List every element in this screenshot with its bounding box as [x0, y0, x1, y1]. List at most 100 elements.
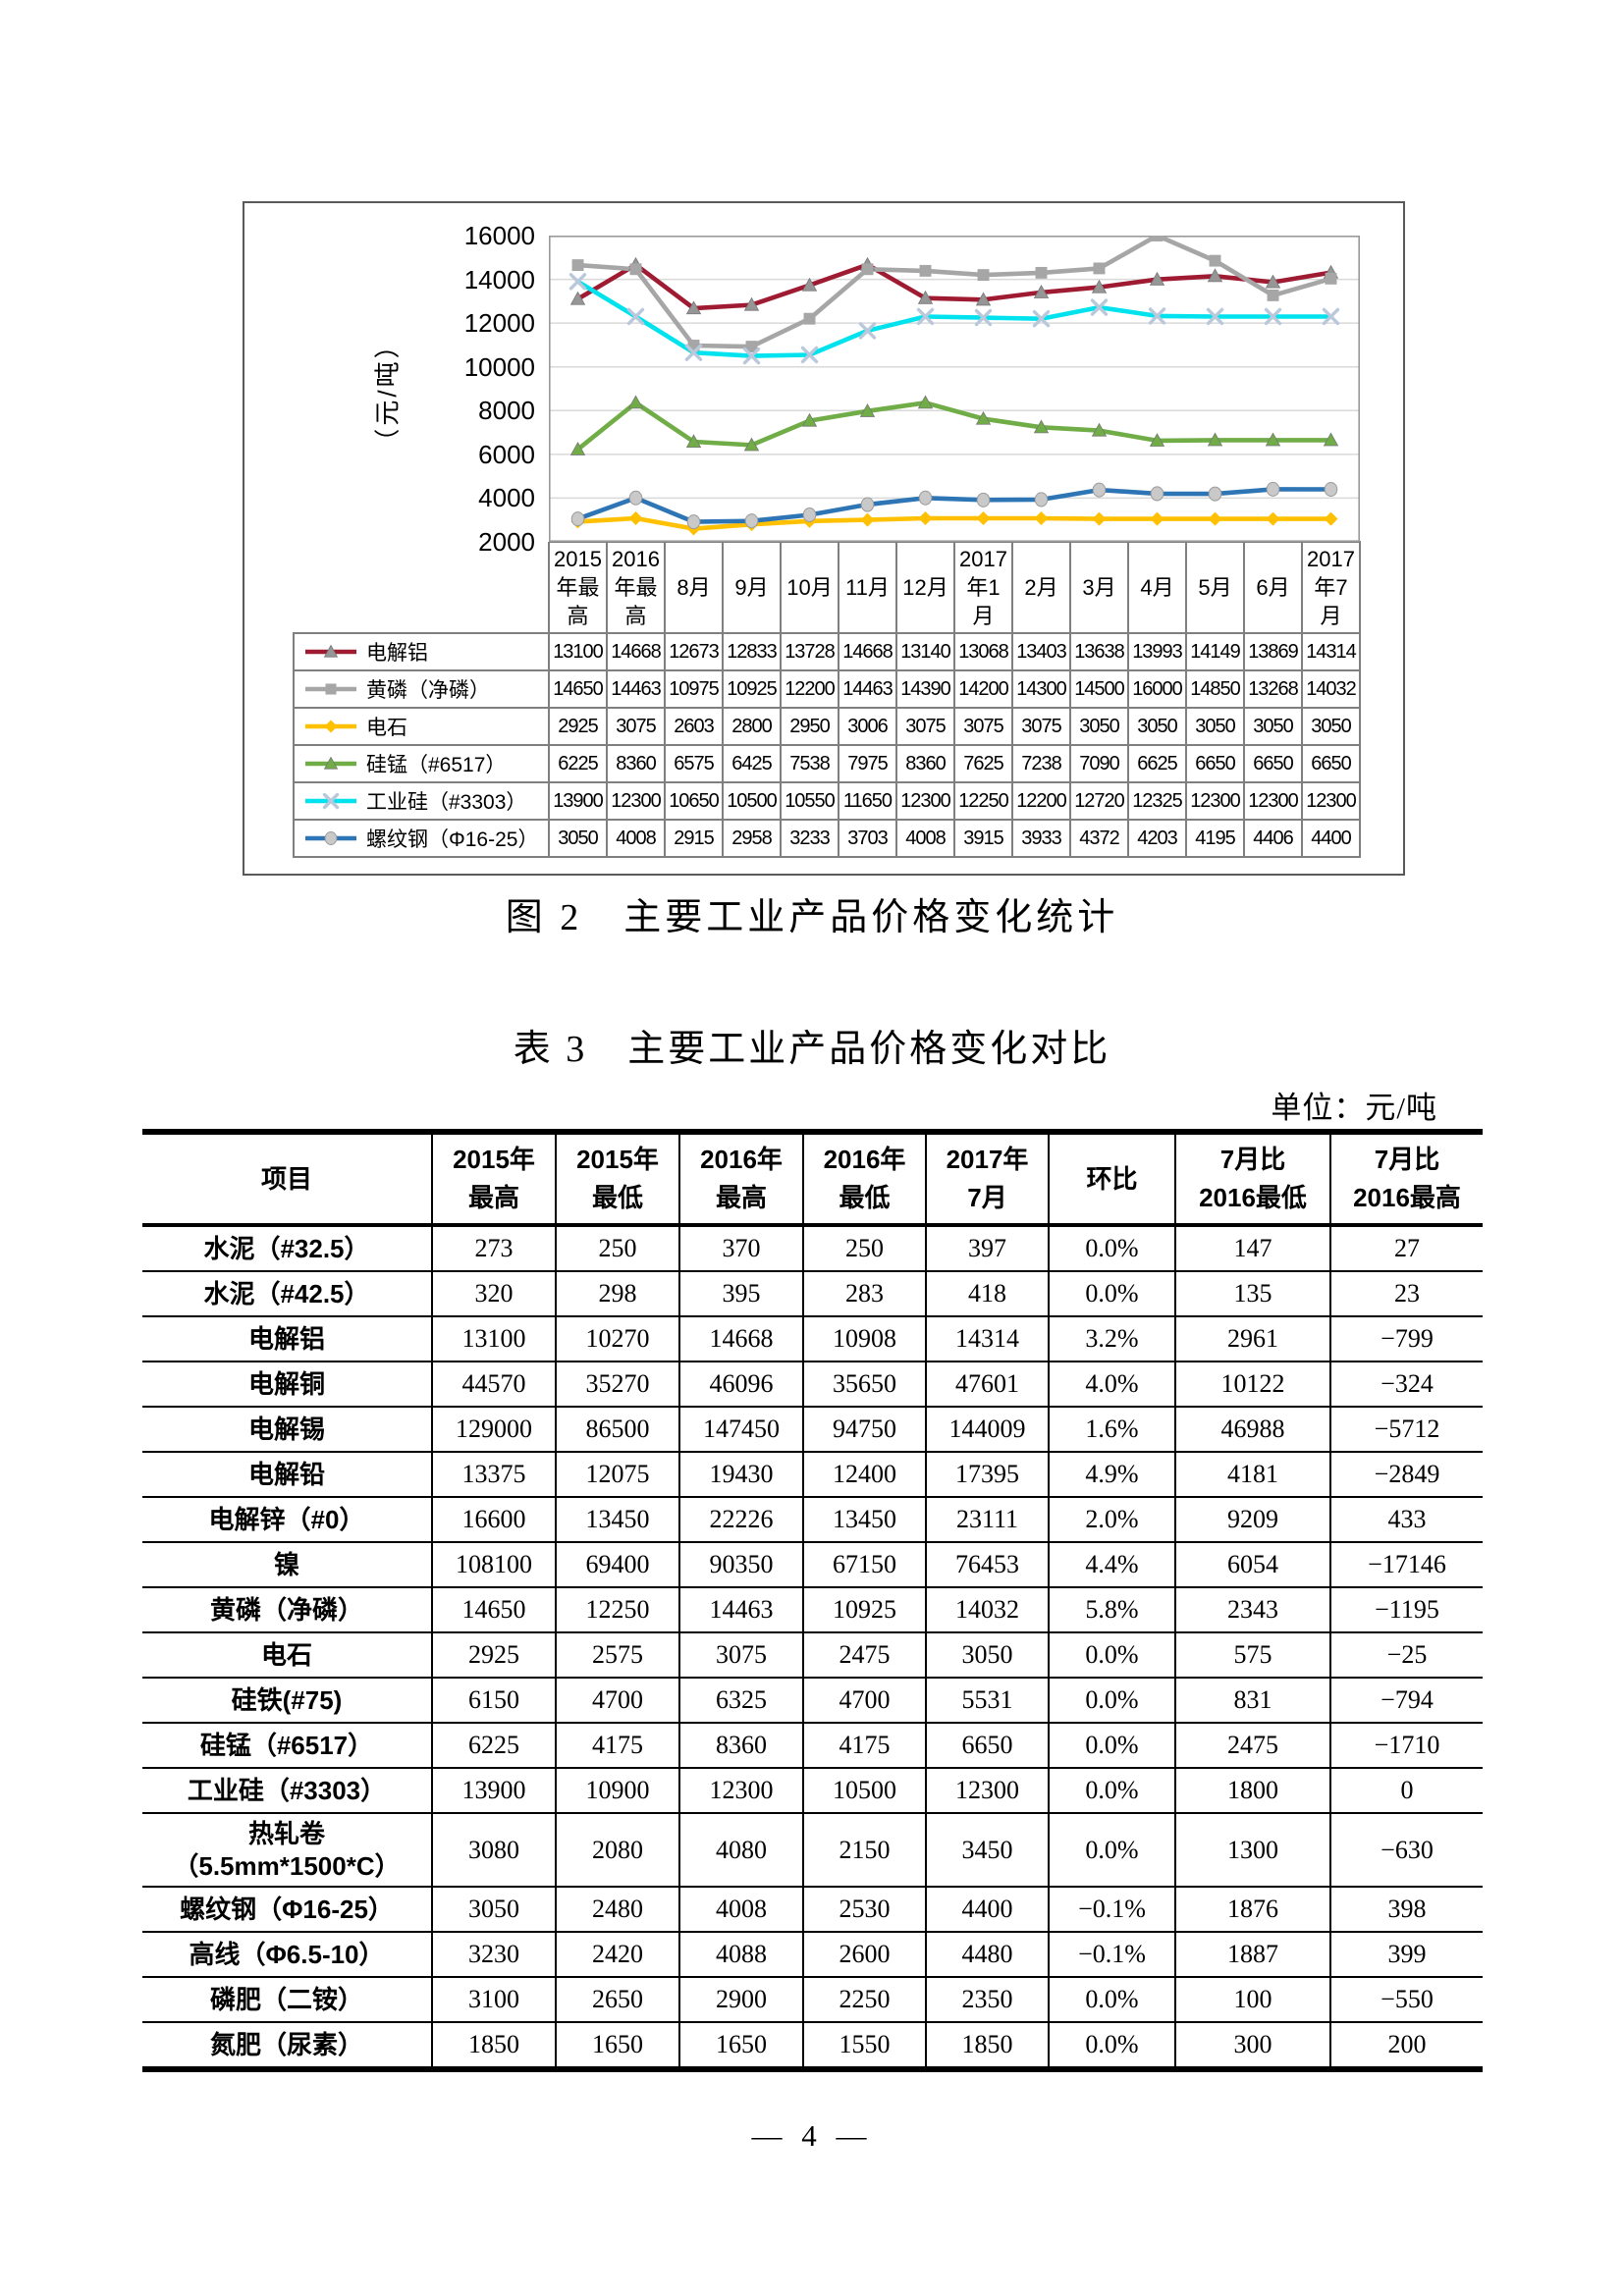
- value-cell: 4080: [678, 1812, 803, 1887]
- chart-series-name: 螺纹钢（Φ16-25）: [366, 828, 539, 852]
- value-cell: 4.0%: [1048, 1361, 1175, 1407]
- value-cell: 2961: [1174, 1315, 1330, 1362]
- value-cell: 6225: [431, 1722, 556, 1768]
- value-cell: 2475: [802, 1631, 926, 1678]
- chart-value-cell: 12833: [722, 632, 782, 672]
- chart-value-cell: 7625: [953, 744, 1013, 784]
- value-cell: 4700: [802, 1677, 926, 1723]
- chart-value-cell: 12300: [606, 781, 666, 822]
- chart-value-cell: 6425: [722, 744, 782, 784]
- chart-month-header-cell: 2016年最高: [606, 540, 666, 635]
- chart-value-cell: 14500: [1069, 669, 1129, 710]
- chart-value-cell: 4406: [1243, 819, 1303, 859]
- chart-value-cell: 10500: [722, 781, 782, 822]
- value-cell: 2350: [925, 1976, 1049, 2022]
- chart-value-cell: 13100: [548, 632, 608, 672]
- row-label-cell: 磷肥（二铵）: [142, 1976, 432, 2022]
- row-label-cell: 水泥（#32.5）: [142, 1224, 432, 1271]
- chart-value-cell: 3050: [1243, 707, 1303, 747]
- chart-value-cell: 3075: [606, 707, 666, 747]
- y-axis-tick: 4000: [478, 483, 535, 513]
- value-cell: 1550: [802, 2021, 926, 2069]
- chart-value-cell: 13403: [1011, 632, 1071, 672]
- chart-value-cell: 2915: [664, 819, 724, 859]
- value-cell: 2343: [1174, 1586, 1330, 1632]
- chart-value-cell: 12300: [1243, 781, 1303, 822]
- value-cell: 14032: [925, 1586, 1049, 1632]
- value-cell: 4181: [1174, 1451, 1330, 1497]
- chart-value-cell: 12300: [1185, 781, 1245, 822]
- value-cell: 10122: [1174, 1361, 1330, 1407]
- chart-series-name: 工业硅（#3303）: [366, 791, 527, 815]
- value-cell: 1850: [431, 2021, 556, 2069]
- header-cell: 2015年 最低: [555, 1132, 679, 1227]
- value-cell: 3.2%: [1048, 1315, 1175, 1362]
- legend-marker-icon: [305, 644, 356, 658]
- value-cell: −550: [1329, 1976, 1483, 2022]
- chart-month-header-cell: 11月: [838, 540, 897, 635]
- chart-value-cell: 13268: [1243, 669, 1303, 710]
- value-cell: 4175: [555, 1722, 679, 1768]
- chart-value-cell: 2925: [548, 707, 608, 747]
- value-cell: 4.9%: [1048, 1451, 1175, 1497]
- value-cell: 22226: [678, 1496, 803, 1542]
- chart-value-cell: 12720: [1069, 781, 1129, 822]
- chart-value-cell: 6625: [1127, 744, 1187, 784]
- value-cell: 4700: [555, 1677, 679, 1723]
- chart-value-cell: 3075: [895, 707, 955, 747]
- chart-value-cell: 14314: [1301, 632, 1361, 672]
- value-cell: 0.0%: [1048, 1976, 1175, 2022]
- value-cell: 35270: [555, 1361, 679, 1407]
- chart-value-cell: 10925: [722, 669, 782, 710]
- chart-value-cell: 14463: [838, 669, 897, 710]
- table-row: 高线（Φ6.5-10） 3230 2420 4088 2600 4480 −0.1% 1887…: [142, 1931, 1483, 1977]
- chart-legend-cell: 硅锰（#6517）: [293, 744, 550, 784]
- y-axis-tick: 2000: [478, 527, 535, 557]
- value-cell: −324: [1329, 1361, 1483, 1407]
- value-cell: 1887: [1174, 1931, 1330, 1977]
- legend-marker-icon: [305, 831, 356, 846]
- value-cell: 250: [555, 1224, 679, 1271]
- value-cell: 14314: [925, 1315, 1049, 1362]
- table-row: 磷肥（二铵） 3100 2650 2900 2250 2350 0.0% 100 −550: [142, 1976, 1483, 2022]
- row-label-cell: 镍: [142, 1541, 432, 1587]
- chart-value-cell: 14200: [953, 669, 1013, 710]
- row-label-cell: 硅锰（#6517）: [142, 1722, 432, 1768]
- chart-value-cell: 12300: [1301, 781, 1361, 822]
- value-cell: 46096: [678, 1361, 803, 1407]
- chart-value-cell: 7090: [1069, 744, 1129, 784]
- value-cell: 2900: [678, 1976, 803, 2022]
- table-row: 镍 108100 69400 90350 67150 76453 4.4% 6054 −1714…: [142, 1541, 1483, 1587]
- value-cell: 575: [1174, 1631, 1330, 1678]
- legend-marker-icon: [305, 756, 356, 770]
- chart-value-cell: 14463: [606, 669, 666, 710]
- chart-value-cell: 3703: [838, 819, 897, 859]
- row-label-cell: 电解铝: [142, 1315, 432, 1362]
- table-row: 电解铝 13100 10270 14668 10908 14314 3.2% 2961 −799: [142, 1315, 1483, 1362]
- chart-value-cell: 14390: [895, 669, 955, 710]
- table-header-row: 项目 2015年 最高 2015年 最低 2016年 最高 2016年 最低 2017年 …: [142, 1132, 1483, 1227]
- value-cell: 12300: [925, 1767, 1049, 1813]
- y-axis-tick: 10000: [463, 351, 535, 382]
- chart-value-cell: 3050: [1069, 707, 1129, 747]
- row-label-cell: 螺纹钢（Φ16-25）: [142, 1886, 432, 1932]
- chart-month-header-cell: 10月: [780, 540, 839, 635]
- chart-value-cell: 14032: [1301, 669, 1361, 710]
- value-cell: 418: [925, 1270, 1049, 1316]
- row-label-cell: 电解锌（#0）: [142, 1496, 432, 1542]
- value-cell: 320: [431, 1270, 556, 1316]
- chart-value-cell: 8360: [606, 744, 666, 784]
- value-cell: −2849: [1329, 1451, 1483, 1497]
- value-cell: 1650: [678, 2021, 803, 2069]
- value-cell: 399: [1329, 1931, 1483, 1977]
- chart-value-cell: 10650: [664, 781, 724, 822]
- chart-grid: 16000 14000 12000 10000 8000 6000 4000 2000 （元/吨…: [293, 203, 1361, 859]
- value-cell: −25: [1329, 1631, 1483, 1678]
- row-label-cell: 硅铁(#75): [142, 1677, 432, 1723]
- chart-series-row: 螺纹钢（Φ16-25） 3050 4008 2915 2958 3233 3703 4008 3…: [293, 819, 1361, 859]
- value-cell: −799: [1329, 1315, 1483, 1362]
- chart-series-name: 硅锰（#6517）: [366, 754, 507, 777]
- chart-legend-cell: 电石: [293, 707, 550, 747]
- value-cell: 300: [1174, 2021, 1330, 2069]
- chart-value-cell: 14149: [1185, 632, 1245, 672]
